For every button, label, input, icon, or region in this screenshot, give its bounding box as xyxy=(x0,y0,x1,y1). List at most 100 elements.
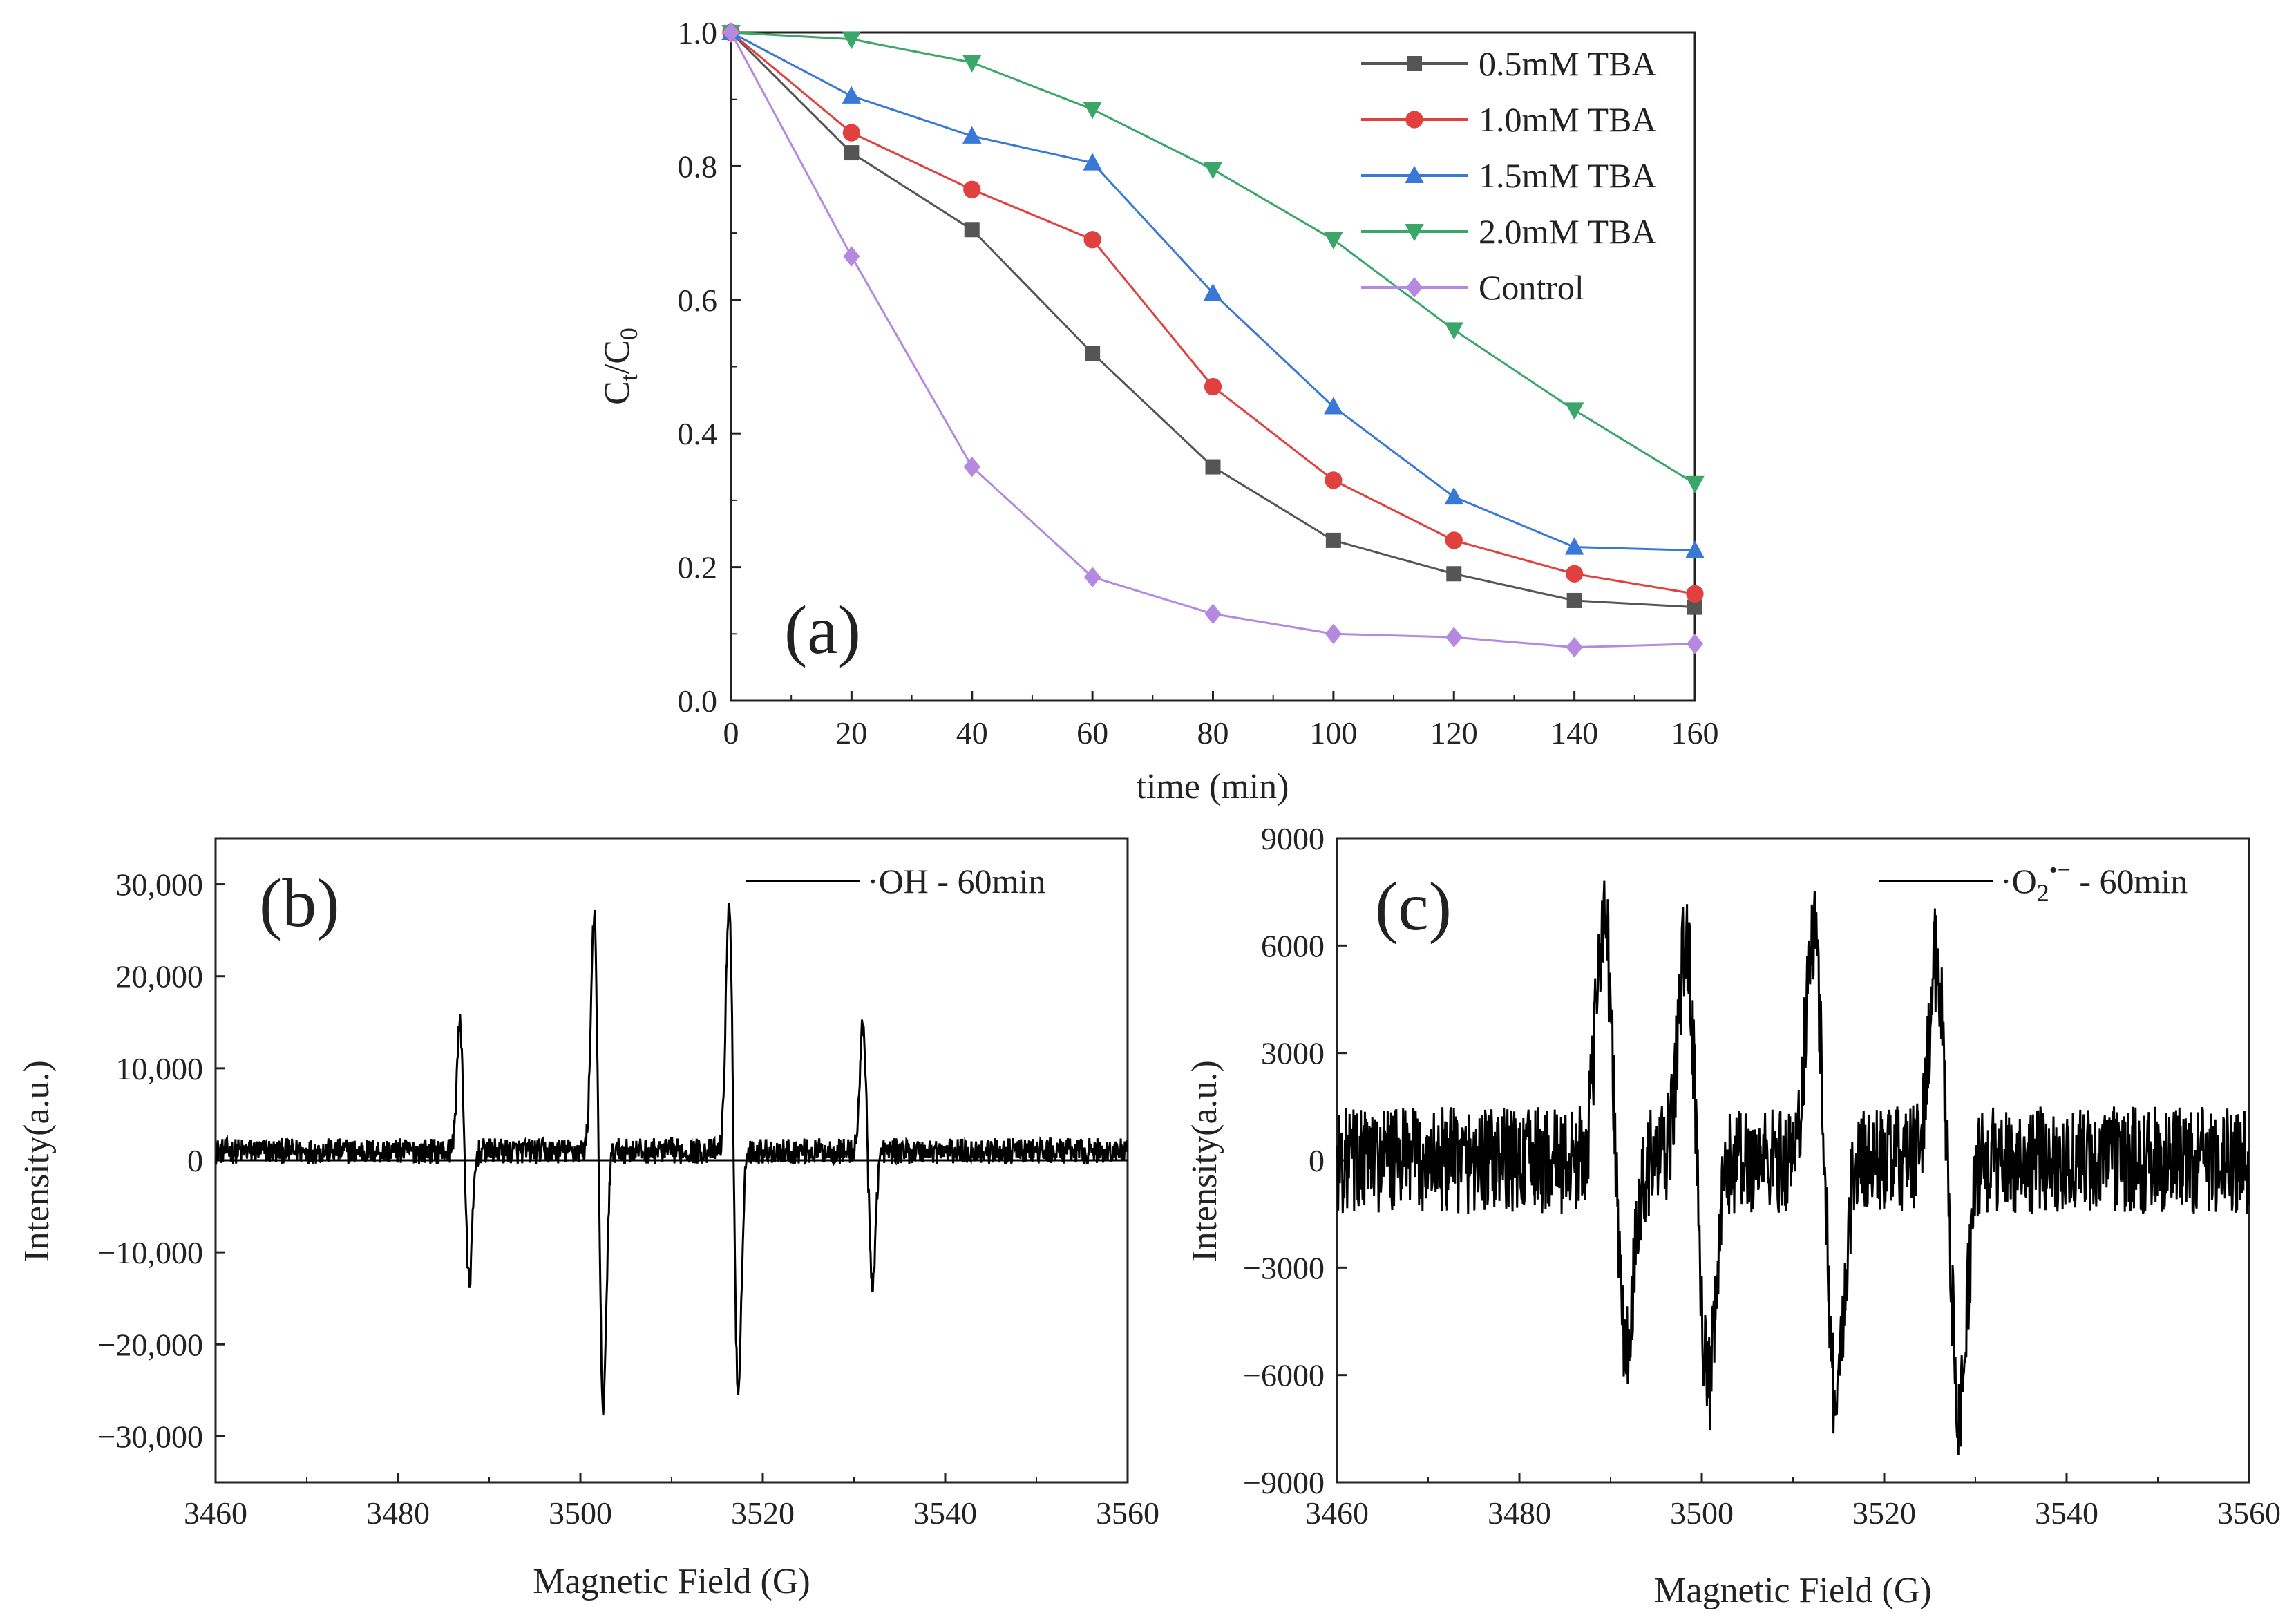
data-point-4 xyxy=(1204,603,1222,625)
data-point-4 xyxy=(843,246,860,267)
x-axis-title-c: Magnetic Field (G) xyxy=(1654,1571,1931,1610)
data-point-0 xyxy=(964,222,980,238)
data-point-4 xyxy=(963,456,980,478)
legend-c-label: ·O2•− - 60min xyxy=(2000,858,2188,907)
x-tick-label: 3560 xyxy=(1096,1495,1159,1531)
y-tick-label-a: 0.4 xyxy=(678,416,718,451)
data-point-0 xyxy=(1566,592,1582,608)
data-point-1 xyxy=(1204,377,1222,396)
y-tick-label-a: 0.0 xyxy=(678,683,718,719)
data-point-1 xyxy=(1565,565,1584,583)
data-point-3 xyxy=(1564,402,1584,420)
y-tick-label: 9000 xyxy=(1261,821,1325,856)
data-point-4 xyxy=(1566,636,1583,658)
legend-c-label-suffix: - 60min xyxy=(2071,862,2188,900)
x-axis-title-b: Magnetic Field (G) xyxy=(533,1562,810,1601)
data-point-3 xyxy=(1203,162,1223,180)
epr-trace-c xyxy=(1336,880,2250,1455)
panel-label-a: (a) xyxy=(784,592,861,668)
legend-a-marker xyxy=(1407,56,1422,71)
legend-a-label: 0.5mM TBA xyxy=(1479,44,1656,83)
panel-label-c: (c) xyxy=(1375,868,1452,945)
y-tick-label-a: 1.0 xyxy=(678,15,718,50)
x-tick-label: 3520 xyxy=(1852,1495,1916,1531)
data-point-3 xyxy=(1324,232,1343,250)
legend-c-label-sub: 2 xyxy=(2037,879,2049,907)
data-point-2 xyxy=(1203,283,1223,301)
legend-a-label: 1.5mM TBA xyxy=(1479,156,1656,195)
legend-a: 0.5mM TBA 1.0mM TBA 1.5mM TBA 2.0mM TBA Cont… xyxy=(1361,44,1656,307)
y-tick-label: 0 xyxy=(1309,1143,1325,1178)
y-tick-label: −20,000 xyxy=(98,1327,203,1362)
legend-a-marker xyxy=(1405,165,1424,183)
y-tick-label: −30,000 xyxy=(98,1419,203,1454)
x-tick-label-a: 60 xyxy=(1076,715,1108,750)
data-point-2 xyxy=(1444,487,1463,505)
data-point-3 xyxy=(1444,322,1463,340)
series-group-a xyxy=(721,22,1705,658)
legend-a-label: Control xyxy=(1479,268,1584,307)
legend-a-marker xyxy=(1405,277,1423,298)
data-point-3 xyxy=(1083,102,1102,120)
data-point-2 xyxy=(1083,153,1102,171)
x-tick-label-a: 40 xyxy=(956,715,988,750)
chart-panel-a: 0 20 40 60 80 100 120 140 1600.00.20.40.60.81.0 … xyxy=(598,15,1719,806)
x-tick-label-a: 140 xyxy=(1550,715,1598,750)
x-tick-label: 3460 xyxy=(1305,1495,1369,1531)
x-tick-label: 3520 xyxy=(731,1495,795,1531)
y-tick-label: −9000 xyxy=(1243,1465,1325,1500)
x-tick-label: 3480 xyxy=(366,1495,430,1531)
data-point-1 xyxy=(842,124,861,142)
data-point-4 xyxy=(1445,627,1463,648)
data-point-1 xyxy=(1083,231,1101,249)
y-tick-label-a: 0.8 xyxy=(678,149,718,184)
y-tick-label: 0 xyxy=(187,1143,203,1178)
axis-ticks-b: 3460 3480 3500 3520 3540 3560 −30,000 −20,000 −1… xyxy=(98,867,1159,1531)
legend-b: ·OH - 60min xyxy=(746,862,1045,900)
x-tick-label-a: 0 xyxy=(723,715,739,750)
legend-a-marker xyxy=(1405,224,1424,242)
x-tick-label-a: 80 xyxy=(1197,715,1229,750)
data-point-4 xyxy=(1084,567,1101,587)
data-point-0 xyxy=(1325,532,1341,548)
y-axis-title-a: Ct/C0 xyxy=(598,328,643,405)
y-axis-title-a-sub-0: 0 xyxy=(615,328,643,340)
y-axis-title-b: Intensity(a.u.) xyxy=(17,1060,57,1262)
x-tick-label-a: 120 xyxy=(1430,715,1478,750)
data-point-2 xyxy=(1324,397,1343,415)
chart-panel-b: 3460 3480 3500 3520 3540 3560 −30,000 −20,000 −1… xyxy=(17,837,1159,1601)
y-tick-label: 20,000 xyxy=(116,959,204,994)
data-point-4 xyxy=(1686,633,1704,654)
y-tick-label: 3000 xyxy=(1261,1036,1325,1071)
data-point-3 xyxy=(1685,475,1705,494)
chart-panel-c: 3460 3480 3500 3520 3540 3560 −9000 −6000 −3000 0… xyxy=(1185,821,2281,1610)
legend-c-label-sup: •− xyxy=(2049,858,2071,883)
legend-c-label-main: ·O xyxy=(2000,862,2037,900)
y-axis-title-a-main: C xyxy=(598,381,637,405)
data-point-0 xyxy=(844,145,860,161)
epr-trace-b xyxy=(215,902,1129,1416)
data-point-3 xyxy=(842,31,862,49)
x-tick-label: 3540 xyxy=(2035,1495,2098,1531)
data-point-1 xyxy=(1445,531,1463,549)
x-tick-label-a: 160 xyxy=(1671,715,1719,750)
y-axis-title-a-sub-t: t xyxy=(615,374,643,381)
y-tick-label-a: 0.2 xyxy=(678,550,718,585)
svg-text:Ct/C0: Ct/C0 xyxy=(598,328,643,405)
legend-a-label: 2.0mM TBA xyxy=(1479,212,1656,251)
y-tick-label: 10,000 xyxy=(116,1051,204,1086)
y-tick-label: −10,000 xyxy=(98,1235,203,1270)
y-tick-label-a: 0.6 xyxy=(678,283,718,318)
data-point-2 xyxy=(1685,540,1705,558)
y-axis-title-a-slash: /C xyxy=(598,340,637,374)
x-tick-label: 3480 xyxy=(1488,1495,1551,1531)
axis-ticks-c: 3460 3480 3500 3520 3540 3560 −9000 −6000 −3000 0… xyxy=(1243,821,2281,1531)
panel-label-b: (b) xyxy=(259,865,340,941)
data-point-2 xyxy=(842,86,862,104)
data-point-0 xyxy=(1687,599,1702,615)
data-point-2 xyxy=(1564,537,1584,555)
data-point-4 xyxy=(1325,623,1342,645)
data-point-2 xyxy=(962,126,982,144)
axis-ticks-a: 0 20 40 60 80 100 120 140 160 0.0 0.2 0.4 0.6 0.8 1.0 xyxy=(678,15,1719,750)
